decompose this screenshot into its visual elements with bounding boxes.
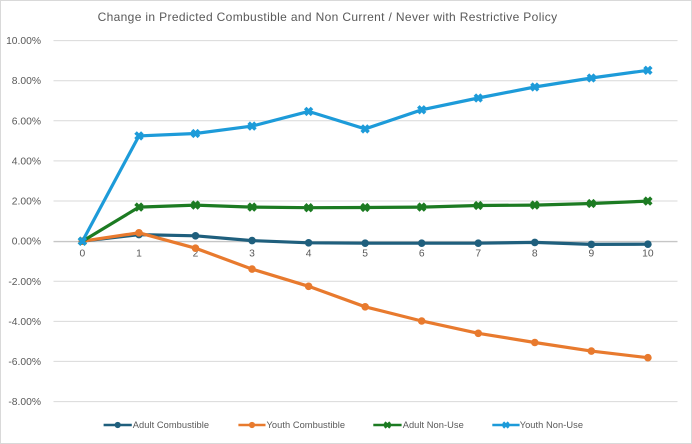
svg-text:2.00%: 2.00% [12, 197, 41, 208]
svg-text:8.00%: 8.00% [12, 76, 41, 87]
svg-text:Youth Combustible: Youth Combustible [267, 420, 346, 430]
svg-text:7: 7 [475, 249, 481, 260]
svg-text:4.00%: 4.00% [12, 156, 41, 167]
svg-text:Adult Combustible: Adult Combustible [133, 420, 209, 430]
svg-text:-6.00%: -6.00% [8, 357, 41, 368]
svg-text:-8.00%: -8.00% [8, 397, 41, 408]
svg-text:Adult Non-Use: Adult Non-Use [403, 420, 464, 430]
svg-text:10.00%: 10.00% [6, 36, 41, 47]
svg-text:6: 6 [419, 249, 425, 260]
svg-text:Change in Predicted Combustibl: Change in Predicted Combustible and Non … [98, 10, 558, 24]
svg-text:1: 1 [136, 249, 142, 260]
svg-text:Youth Non-Use: Youth Non-Use [520, 420, 583, 430]
svg-text:3: 3 [249, 249, 255, 260]
svg-text:0.00%: 0.00% [12, 237, 41, 248]
svg-text:10: 10 [642, 249, 654, 260]
svg-text:9: 9 [588, 249, 594, 260]
svg-text:8: 8 [532, 249, 538, 260]
svg-text:6.00%: 6.00% [12, 116, 41, 127]
svg-text:2: 2 [193, 249, 199, 260]
svg-text:-4.00%: -4.00% [8, 317, 41, 328]
svg-text:0: 0 [80, 249, 86, 260]
svg-text:4: 4 [306, 249, 312, 260]
svg-text:5: 5 [362, 249, 368, 260]
svg-text:-2.00%: -2.00% [8, 277, 41, 288]
